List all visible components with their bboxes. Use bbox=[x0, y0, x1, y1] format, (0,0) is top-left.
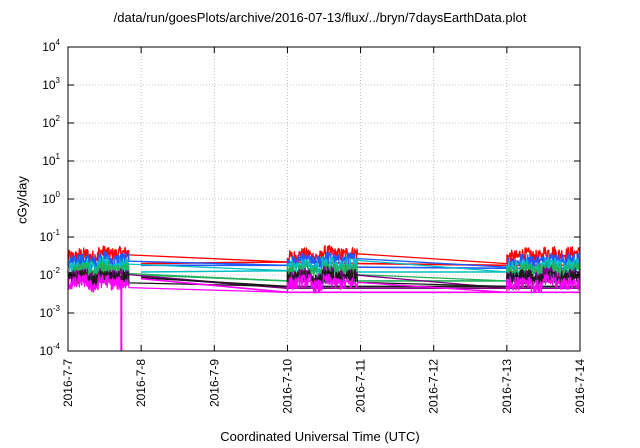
y-tick-label: 102 bbox=[42, 114, 60, 130]
x-tick-label: 2016-7-9 bbox=[207, 359, 221, 407]
x-tick-label: 2016-7-14 bbox=[573, 359, 587, 414]
x-tick-label: 2016-7-8 bbox=[134, 359, 148, 407]
x-axis-label: Coordinated Universal Time (UTC) bbox=[220, 429, 420, 444]
x-tick-label: 2016-7-11 bbox=[354, 359, 368, 413]
y-tick-label: 10-1 bbox=[40, 228, 61, 244]
chart-title: /data/run/goesPlots/archive/2016-07-13/f… bbox=[113, 10, 527, 25]
y-tick-label: 103 bbox=[42, 76, 60, 92]
series-line bbox=[67, 256, 581, 276]
y-tick-label: 104 bbox=[42, 38, 60, 54]
y-tick-label: 10-2 bbox=[40, 266, 61, 282]
series-line bbox=[67, 273, 581, 294]
data-series bbox=[67, 244, 581, 351]
axes: 10-4 10-3 10-2 10-1 100 101 102 103 104 2016-7-7 2… bbox=[40, 38, 587, 414]
x-tick-label: 2016-7-7 bbox=[61, 359, 75, 407]
series-level-line bbox=[141, 277, 580, 294]
x-tick-label: 2016-7-12 bbox=[427, 359, 441, 414]
x-tick-label: 2016-7-13 bbox=[500, 359, 514, 414]
y-tick-label: 100 bbox=[42, 190, 60, 206]
y-tick-label: 101 bbox=[42, 152, 60, 168]
y-tick-label: 10-3 bbox=[40, 304, 61, 320]
x-tick-label: 2016-7-10 bbox=[280, 359, 294, 414]
grid-lines bbox=[68, 47, 580, 351]
series-line bbox=[67, 261, 581, 282]
y-tick-label: 10-4 bbox=[40, 342, 61, 358]
